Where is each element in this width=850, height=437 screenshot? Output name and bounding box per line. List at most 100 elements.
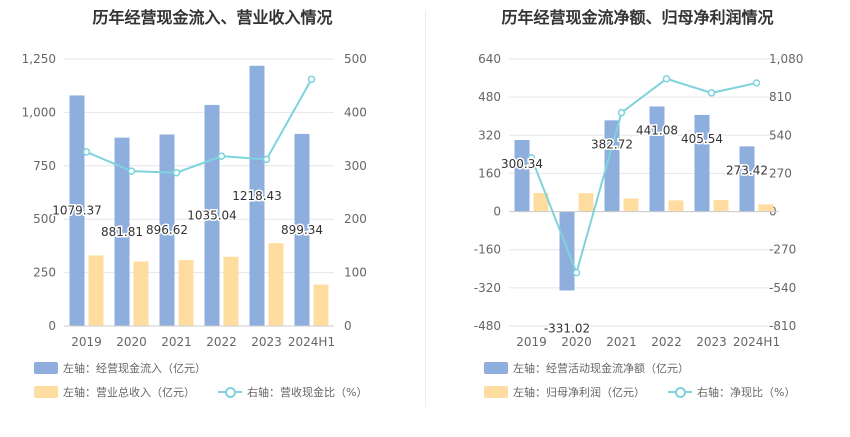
legend-item[interactable]: 右轴：净现比（%） <box>668 384 795 400</box>
left-axis-tick-label: 0 <box>493 205 501 219</box>
x-axis-tick-label: 2023 <box>696 335 727 349</box>
left-axis-tick-label: 640 <box>478 52 501 66</box>
legend-label: 左轴：经营现金流入（亿元） <box>63 362 206 375</box>
ratio-line <box>530 77 757 276</box>
x-axis-tick-label: 2021 <box>161 335 192 349</box>
data-label: 899.34 <box>281 223 323 237</box>
x-axis-tick-label: 2020 <box>561 335 592 349</box>
data-label: 1218.43 <box>232 189 282 203</box>
bar-revenue-profit <box>268 243 284 326</box>
bar-cash-flow <box>294 133 310 326</box>
right-chart-panel: 历年经营现金流净额、归母净利润情况 -480 -320 -160 0 160 320 480… <box>425 0 850 437</box>
legend-label: 左轴：营业总收入（亿元） <box>63 386 195 399</box>
ratio-point <box>617 108 626 117</box>
ratio-point <box>662 75 671 83</box>
legend-item[interactable]: 右轴：营收现金比（%） <box>218 384 367 400</box>
left-axis-tick-label: -160 <box>474 243 501 257</box>
right-axis-tick-label: 200 <box>344 212 367 226</box>
left-axis-tick-label: 480 <box>478 90 501 104</box>
ratio-line <box>86 78 313 174</box>
bar-revenue-profit <box>668 200 684 212</box>
data-label: 1079.37 <box>52 204 102 218</box>
data-label: 881.81 <box>101 225 143 239</box>
data-label: 441.08 <box>636 123 678 137</box>
x-axis-tick-label: 2019 <box>516 335 547 349</box>
bar-cash-flow <box>694 114 710 212</box>
x-axis-tick-label: 2020 <box>116 335 147 349</box>
left-chart-panel: 历年经营现金流入、营业收入情况 0 250 500 750 1,000 1,250 0 100… <box>22 8 368 400</box>
data-label: 896.62 <box>146 223 188 237</box>
data-label: -331.02 <box>544 321 590 335</box>
right-axis-tick-label: -540 <box>769 281 796 295</box>
left-axis-tick-label: 1,250 <box>22 52 56 66</box>
left-axis-tick-label: 0 <box>48 319 56 333</box>
ratio-point <box>82 148 91 156</box>
legend-item[interactable]: 左轴：营业总收入（亿元） <box>34 384 195 400</box>
legend-item[interactable]: 左轴：经营现金流入（亿元） <box>34 360 206 376</box>
ratio-point <box>307 75 316 84</box>
right-axis-tick-label: 0 <box>344 319 352 333</box>
right-axis-tick-label: 1,080 <box>769 52 803 66</box>
right-axis-tick-label: 400 <box>344 105 367 119</box>
panel-divider <box>425 10 426 407</box>
x-axis-tick-label: 2024H1 <box>733 335 780 349</box>
ratio-point <box>752 79 761 87</box>
x-axis-tick-label: 2022 <box>206 335 237 349</box>
bar-cash-flow <box>649 106 665 212</box>
legend-item[interactable]: 左轴：归母净利润（亿元） <box>484 384 645 400</box>
data-label: 273.42 <box>726 163 768 177</box>
data-label: 405.54 <box>681 132 723 146</box>
left-chart-plot: 0 250 500 750 1,000 1,250 0 100 200 300 400 500 2019… <box>22 52 367 349</box>
x-axis-tick-label: 2019 <box>71 335 102 349</box>
bar-revenue-profit <box>578 193 594 212</box>
bar-cash-flow <box>159 134 175 326</box>
data-label: 300.34 <box>501 157 543 171</box>
ratio-point <box>262 155 271 164</box>
left-axis-tick-label: 1,000 <box>22 105 56 119</box>
bar-revenue-profit <box>713 200 729 212</box>
bar-revenue-profit <box>758 204 774 212</box>
bar-cash-flow <box>604 120 620 212</box>
bar-revenue-profit <box>623 198 639 212</box>
bar-cash-flow <box>739 146 755 212</box>
bar-revenue-profit <box>223 256 239 326</box>
legend-swatch-bar <box>34 386 58 398</box>
left-axis-tick-label: 500 <box>33 212 56 226</box>
legend-label: 左轴：归母净利润（亿元） <box>513 386 645 399</box>
left-axis-tick-label: -320 <box>474 281 501 295</box>
left-axis-tick-label: -480 <box>474 319 501 333</box>
right-axis-tick-label: 100 <box>344 266 367 280</box>
legend-item[interactable]: 左轴：经营活动现金流净额（亿元） <box>484 360 689 376</box>
left-axis-tick-label: 750 <box>33 159 56 173</box>
bar-cash-flow <box>249 65 265 327</box>
data-label: 382.72 <box>591 137 633 151</box>
right-axis-tick-label: 300 <box>344 159 367 173</box>
right-chart-plot: -480-320-1600160320480640-810-540-270027… <box>474 52 804 349</box>
legend-label: 左轴：经营活动现金流净额（亿元） <box>513 362 689 375</box>
bar-cash-flow <box>514 139 530 212</box>
legend-swatch-line <box>218 386 242 398</box>
right-axis-tick-label: 540 <box>769 128 792 142</box>
right-axis-tick-label: 270 <box>769 166 792 180</box>
ratio-point <box>707 89 716 97</box>
left-chart-title: 历年经营现金流入、营业收入情况 <box>92 8 333 27</box>
right-axis-tick-label: -270 <box>769 243 796 257</box>
x-axis-tick-label: 2021 <box>606 335 637 349</box>
ratio-point <box>572 268 581 277</box>
right-chart-title: 历年经营现金流净额、归母净利润情况 <box>501 8 774 27</box>
bar-revenue-profit <box>133 261 149 326</box>
left-axis-tick-label: 250 <box>33 266 56 280</box>
ratio-point <box>527 154 536 162</box>
left-axis-tick-label: 160 <box>478 166 501 180</box>
data-label: 1035.04 <box>187 208 237 222</box>
x-axis-tick-label: 2022 <box>651 335 682 349</box>
right-axis-tick-label: -810 <box>769 319 796 333</box>
legend-label: 右轴：营收现金比（%） <box>247 386 368 399</box>
bar-revenue-profit <box>313 284 329 326</box>
legend-swatch-bar <box>484 386 508 398</box>
legend-swatch-line <box>668 386 692 398</box>
legend-swatch-bar <box>484 362 508 374</box>
bar-revenue-profit <box>178 259 194 326</box>
right-axis-tick-label: 810 <box>769 90 792 104</box>
x-axis-tick-label: 2024H1 <box>288 335 335 349</box>
